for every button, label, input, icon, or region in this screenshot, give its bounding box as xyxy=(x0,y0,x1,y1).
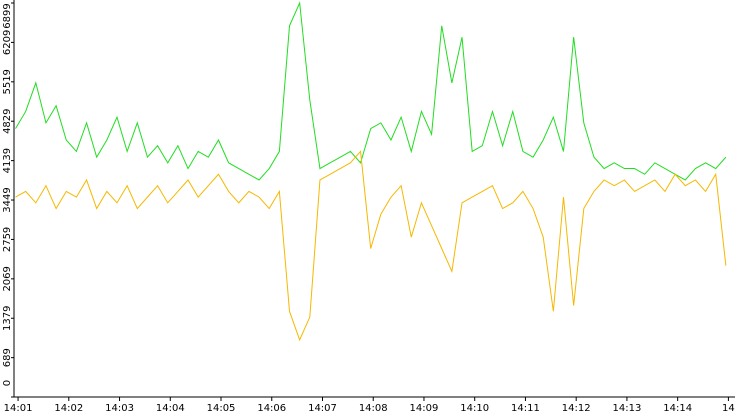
series-line xyxy=(15,1,727,181)
x-tick-label: 14 xyxy=(722,403,735,414)
y-tick-label: 2759 xyxy=(2,227,13,252)
y-tick-label: 5519 xyxy=(2,69,13,94)
y-tick-label: 4139 xyxy=(2,148,13,173)
y-tick-label: 6899 xyxy=(2,3,13,28)
x-tick-label: 14:05 xyxy=(207,403,236,414)
x-tick-label: 14:07 xyxy=(308,403,337,414)
x-tick-label: 14:11 xyxy=(511,403,540,414)
series-line xyxy=(15,150,727,342)
x-tick-label: 14:04 xyxy=(156,403,185,414)
y-tick-label: 6209 xyxy=(2,30,13,55)
x-tick-label: 14:02 xyxy=(54,403,83,414)
y-tick-label: 2069 xyxy=(2,266,13,291)
y-tick-label: 689 xyxy=(2,348,13,367)
x-tick-label: 14:03 xyxy=(105,403,134,414)
x-tick-label: 14:08 xyxy=(359,403,388,414)
x-tick-label: 14:14 xyxy=(663,403,692,414)
y-tick-label: 3449 xyxy=(2,187,13,212)
x-tick-label: 14:12 xyxy=(562,403,591,414)
y-tick-label: 0 xyxy=(2,380,13,386)
x-tick-label: 14:10 xyxy=(460,403,489,414)
x-tick-label: 14:09 xyxy=(410,403,439,414)
y-tick-label: 1379 xyxy=(2,306,13,331)
x-tick-label: 14:01 xyxy=(4,403,33,414)
x-tick-label: 14:13 xyxy=(613,403,642,414)
y-tick-label: 4829 xyxy=(2,108,13,133)
x-tick-label: 14:06 xyxy=(257,403,286,414)
